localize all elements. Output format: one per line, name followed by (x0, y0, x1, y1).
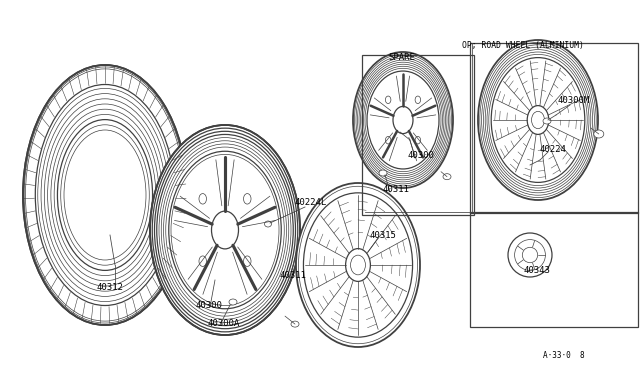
Ellipse shape (594, 130, 604, 138)
Bar (470, 212, 638, 327)
Ellipse shape (211, 211, 239, 249)
Ellipse shape (150, 125, 300, 335)
Ellipse shape (346, 248, 371, 281)
Text: 40224: 40224 (540, 145, 567, 154)
Ellipse shape (244, 256, 251, 266)
Text: 40300: 40300 (408, 151, 435, 160)
Text: 40300A: 40300A (207, 319, 239, 328)
Ellipse shape (353, 52, 453, 188)
Text: 40315: 40315 (370, 231, 397, 240)
Ellipse shape (508, 233, 552, 277)
Text: 40311: 40311 (383, 185, 410, 194)
Ellipse shape (393, 106, 413, 134)
Text: 40300M: 40300M (558, 96, 590, 105)
Ellipse shape (229, 299, 237, 305)
Ellipse shape (296, 183, 420, 347)
Ellipse shape (23, 65, 187, 325)
Ellipse shape (199, 193, 207, 204)
Ellipse shape (385, 137, 391, 144)
Ellipse shape (379, 170, 387, 176)
Text: SPARE: SPARE (388, 53, 415, 62)
Ellipse shape (244, 193, 251, 204)
Text: 40224L: 40224L (295, 198, 327, 207)
Text: 40312: 40312 (96, 283, 123, 292)
Text: OP; ROAD WHEEL (ALMINIUM): OP; ROAD WHEEL (ALMINIUM) (462, 41, 584, 50)
Text: 40311: 40311 (280, 271, 307, 280)
Bar (362, 55, 474, 215)
Ellipse shape (199, 256, 207, 266)
Ellipse shape (169, 151, 281, 309)
Ellipse shape (367, 71, 439, 169)
Text: 40343: 40343 (524, 266, 551, 275)
Ellipse shape (443, 174, 451, 180)
Ellipse shape (385, 96, 391, 103)
Ellipse shape (415, 137, 420, 144)
Bar (470, 43, 638, 213)
Ellipse shape (415, 96, 420, 103)
Ellipse shape (291, 321, 299, 327)
Ellipse shape (527, 106, 548, 134)
Ellipse shape (264, 221, 271, 227)
Text: 40300: 40300 (195, 301, 222, 310)
Ellipse shape (478, 40, 598, 200)
Ellipse shape (58, 120, 152, 270)
Ellipse shape (491, 58, 585, 182)
Ellipse shape (543, 118, 551, 124)
Text: A·33·0  8: A·33·0 8 (543, 351, 584, 360)
